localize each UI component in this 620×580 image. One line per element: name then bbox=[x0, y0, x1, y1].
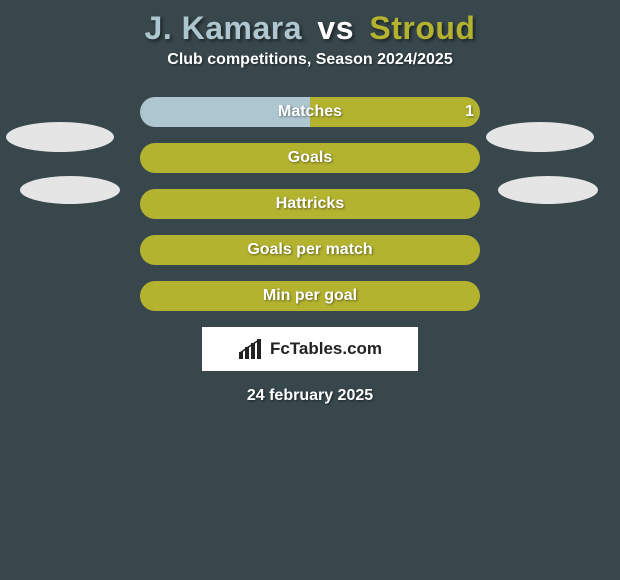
stat-row: Min per goal bbox=[0, 281, 620, 311]
decorative-ellipse bbox=[6, 122, 114, 152]
bar-track bbox=[140, 97, 480, 127]
decorative-ellipse bbox=[486, 122, 594, 152]
logo-text: FcTables.com bbox=[270, 339, 382, 359]
comparison-title: J. Kamara vs Stroud bbox=[0, 0, 620, 51]
vs-label: vs bbox=[311, 10, 360, 46]
bar-track bbox=[140, 189, 480, 219]
decorative-ellipse bbox=[498, 176, 598, 204]
player2-name: Stroud bbox=[369, 10, 475, 46]
player2-bar-fill bbox=[140, 143, 480, 173]
player2-bar-fill bbox=[140, 189, 480, 219]
subtitle: Club competitions, Season 2024/2025 bbox=[0, 51, 620, 97]
snapshot-date: 24 february 2025 bbox=[0, 387, 620, 405]
decorative-ellipse bbox=[20, 176, 120, 204]
bar-track bbox=[140, 143, 480, 173]
player2-bar-fill bbox=[140, 235, 480, 265]
player1-name: J. Kamara bbox=[145, 10, 302, 46]
fctables-logo: FcTables.com bbox=[202, 327, 418, 371]
bar-track bbox=[140, 235, 480, 265]
logo-bars-icon bbox=[238, 338, 264, 360]
stat-row: Goals per match bbox=[0, 235, 620, 265]
bar-track bbox=[140, 281, 480, 311]
player2-bar-fill bbox=[310, 97, 480, 127]
player2-bar-fill bbox=[140, 281, 480, 311]
player1-bar-fill bbox=[140, 97, 310, 127]
